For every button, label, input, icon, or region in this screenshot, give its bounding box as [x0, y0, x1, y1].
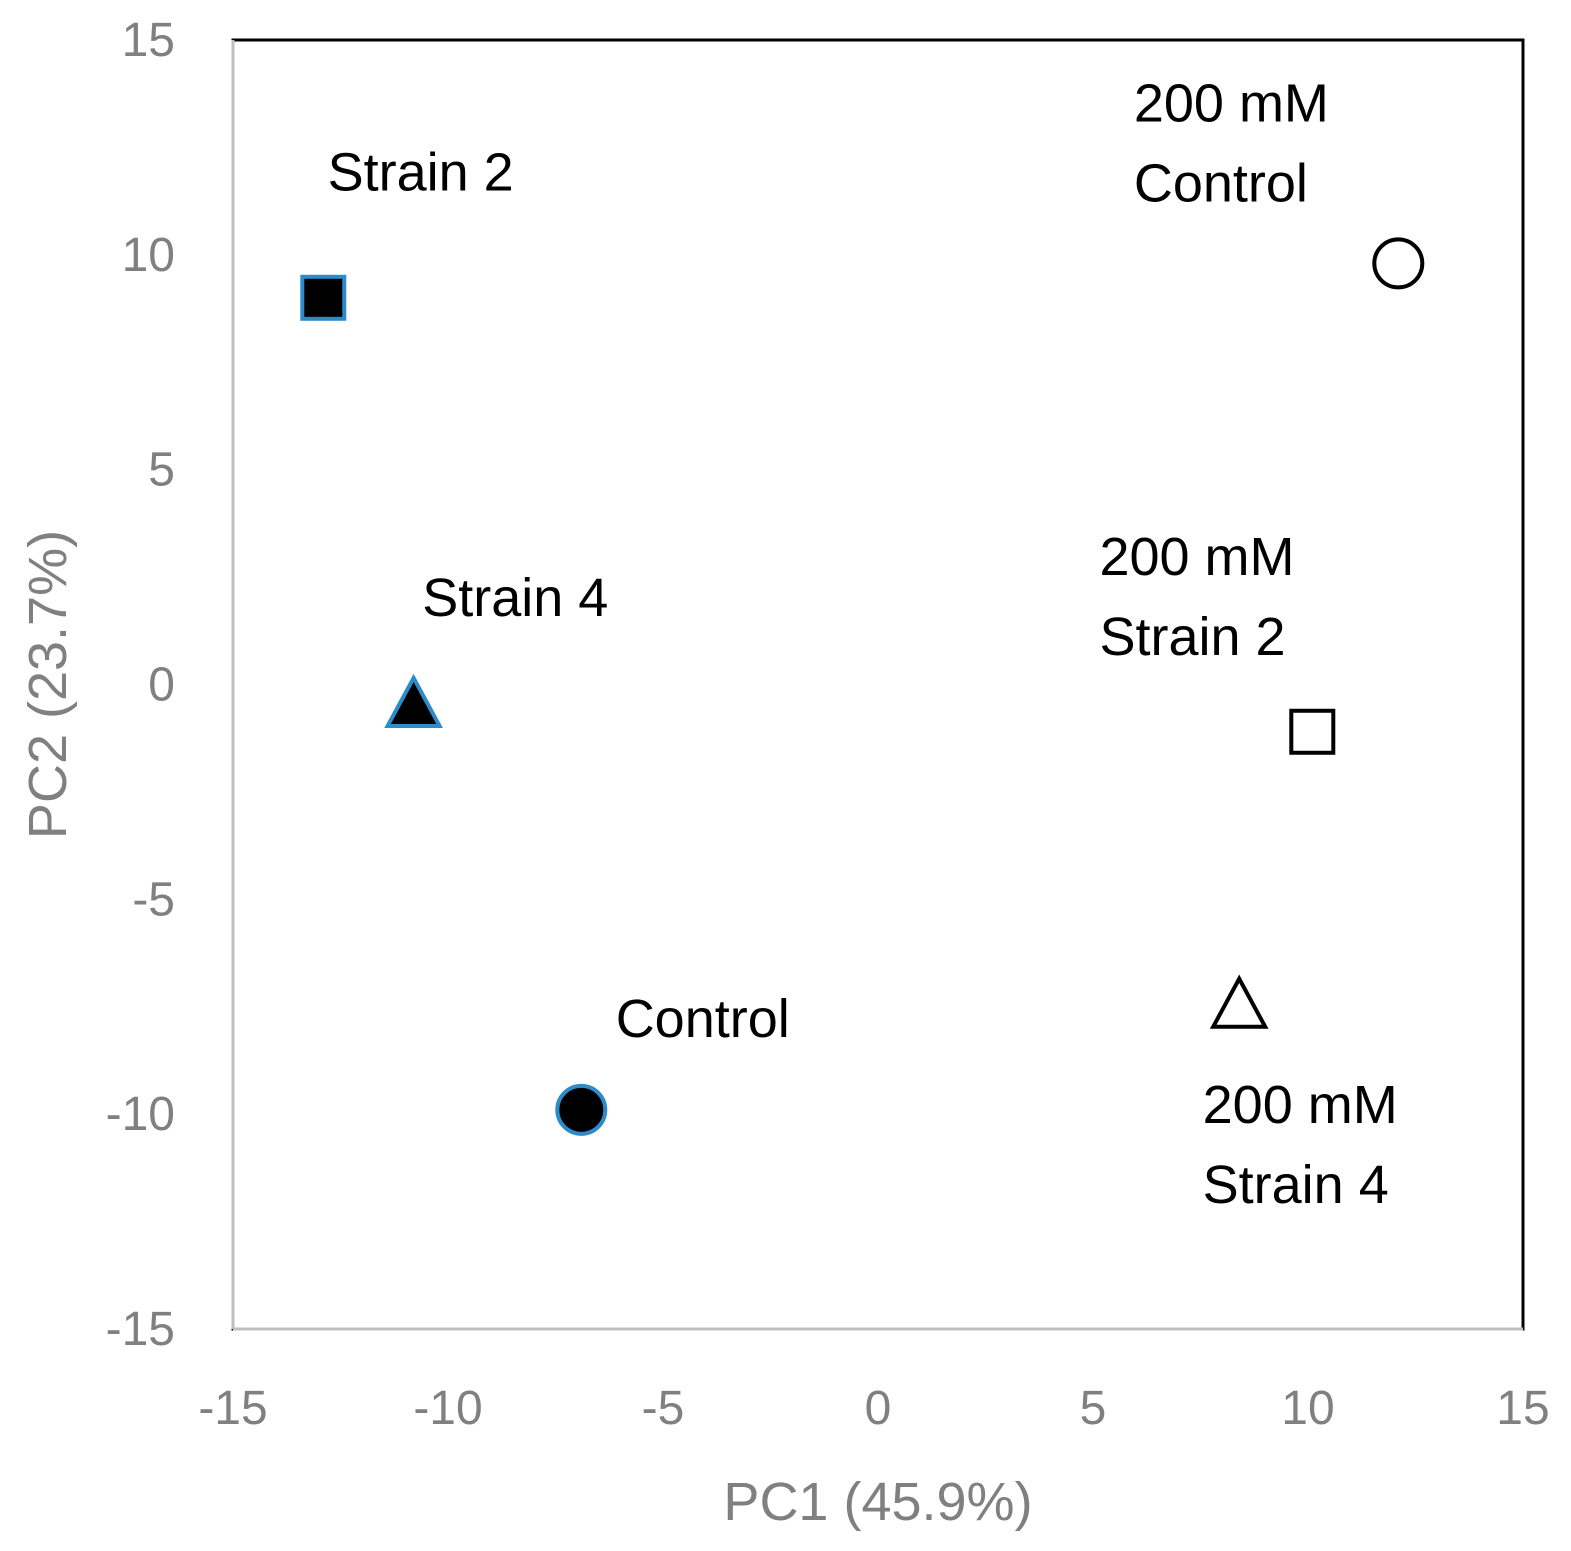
x-tick-label: -10 [413, 1382, 482, 1435]
x-tick-label: 5 [1080, 1382, 1107, 1435]
y-tick-label: 5 [148, 444, 175, 497]
y-axis-title: PC2 (23.7%) [18, 530, 78, 839]
annotation-line: Strain 2 [328, 142, 514, 202]
strain-4-point [384, 673, 443, 728]
axes [231, 40, 1523, 1331]
annotation-line: Control [616, 989, 790, 1049]
point-annotation: 200 mM Control [1134, 74, 1329, 214]
point-annotation: Control [616, 989, 790, 1049]
plot-frame [231, 38, 1525, 1331]
200-mm-control-point [1372, 237, 1425, 290]
annotation-line: Strain 4 [1203, 1155, 1389, 1215]
point-annotation: 200 mM Strain 4 [1203, 1075, 1398, 1215]
point-annotation: 200 mM Strain 2 [1099, 527, 1294, 667]
strain-2-point [300, 274, 347, 321]
annotation-line: 200 mM [1134, 74, 1329, 134]
y-tick-label: 10 [122, 229, 175, 282]
x-tick-label: -5 [642, 1382, 685, 1435]
annotation-line: Strain 4 [422, 568, 608, 628]
y-tick-label: -10 [106, 1088, 175, 1141]
y-tick-label: -5 [132, 873, 175, 926]
data-points [300, 237, 1425, 1136]
x-tick-label: 0 [865, 1382, 892, 1435]
control-point [555, 1083, 608, 1136]
annotation-line: Strain 2 [1099, 607, 1285, 667]
annotation-line: 200 mM [1203, 1075, 1398, 1135]
y-tick-label: -15 [106, 1303, 175, 1356]
x-tick-labels: -15 -10 -5 0 5 10 15 [198, 1382, 1549, 1435]
x-tick-label: 15 [1496, 1382, 1549, 1435]
annotation-line: 200 mM [1099, 527, 1294, 587]
y-tick-label: 0 [148, 659, 175, 712]
x-tick-label: -15 [198, 1382, 267, 1435]
y-tick-labels: -15 -10 -5 0 5 10 15 [106, 14, 175, 1356]
point-annotation: Strain 4 [422, 568, 608, 628]
x-axis-title: PC1 (45.9%) [723, 1472, 1032, 1532]
y-tick-label: 15 [122, 14, 175, 67]
point-annotation: Strain 2 [328, 142, 514, 202]
x-tick-label: 10 [1281, 1382, 1334, 1435]
annotation-line: Control [1134, 154, 1308, 214]
200-mm-strain-2-point [1289, 708, 1336, 755]
200-mm-strain-4-point [1209, 974, 1269, 1029]
